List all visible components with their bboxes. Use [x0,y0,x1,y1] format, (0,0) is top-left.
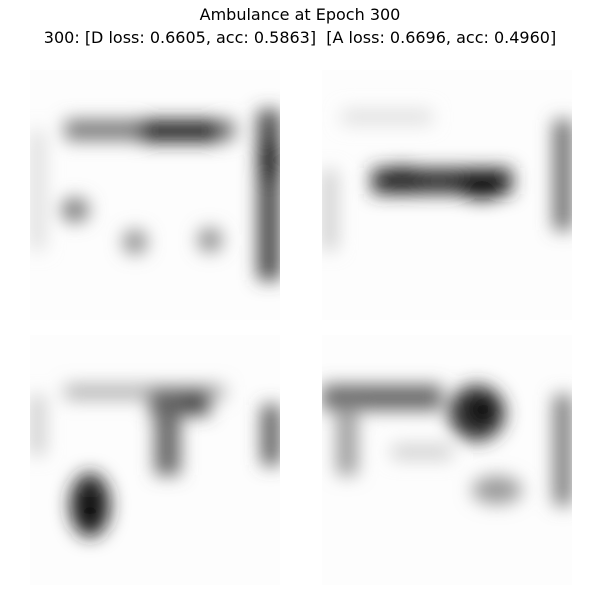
image-panel [30,70,280,320]
figure-subtitle: 300: [D loss: 0.6605, acc: 0.5863] [A lo… [44,28,556,47]
image-panel [322,70,572,320]
figure-title: Ambulance at Epoch 300 [200,5,401,24]
image-panel [322,335,572,585]
image-panel [30,335,280,585]
